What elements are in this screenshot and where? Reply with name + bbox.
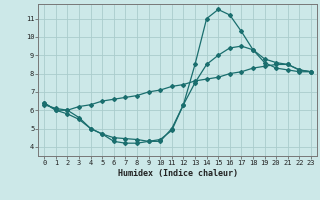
X-axis label: Humidex (Indice chaleur): Humidex (Indice chaleur) (118, 169, 238, 178)
